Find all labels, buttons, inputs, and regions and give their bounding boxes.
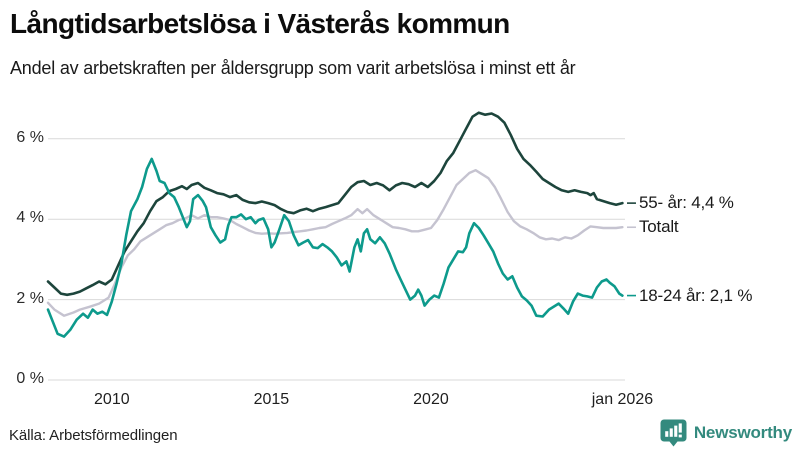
series-end-label-18-24 år: 18-24 år: 2,1 % xyxy=(639,285,753,305)
y-tick-label: 2 % xyxy=(16,289,44,307)
series-end-label-55- år: 55- år: 4,4 % xyxy=(639,193,734,213)
y-tick-label: 4 % xyxy=(16,209,44,227)
newsworthy-icon xyxy=(660,419,687,447)
x-tick-label: 2015 xyxy=(253,391,290,408)
series-end-label-Totalt: Totalt xyxy=(639,217,679,237)
brand-logo: Newsworthy xyxy=(660,419,792,447)
source-note: Källa: Arbetsförmedlingen xyxy=(9,427,178,444)
series-line-55- år xyxy=(46,111,624,297)
series-line-18-24 år xyxy=(46,157,624,338)
x-tick-label: jan 2026 xyxy=(591,391,654,408)
x-tick-label: 2020 xyxy=(413,391,449,408)
series-line-Totalt xyxy=(46,168,624,317)
page-title: Långtidsarbetslösa i Västerås kommun xyxy=(10,8,510,39)
y-tick-label: 0 % xyxy=(16,370,44,387)
page-subtitle: Andel av arbetskraften per åldersgrupp s… xyxy=(10,58,576,78)
brand-name: Newsworthy xyxy=(693,423,792,442)
x-tick-label: 2010 xyxy=(94,391,130,408)
y-tick-label: 6 % xyxy=(16,128,44,146)
